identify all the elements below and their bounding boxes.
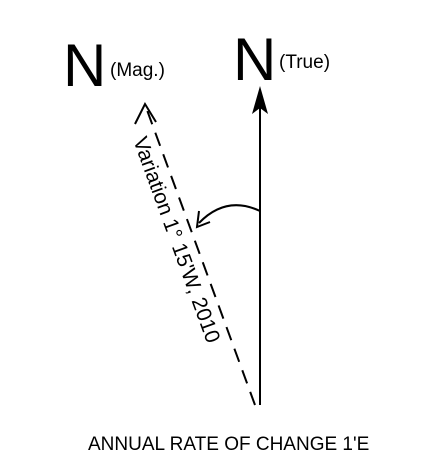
magnetic-north-qualifier: (Mag.) xyxy=(110,60,165,81)
variation-angle-arc xyxy=(195,204,261,229)
true-north-letter: N xyxy=(233,26,276,93)
magnetic-north-letter: N xyxy=(63,32,106,99)
true-north-arrow xyxy=(252,86,268,405)
true-north-qualifier: (True) xyxy=(279,52,330,73)
magnetic-north-arrow xyxy=(134,101,256,406)
variation-label-group: Variation 1° 15'W, 2010 xyxy=(128,134,224,346)
annual-rate-label: ANNUAL RATE OF CHANGE 1'E xyxy=(88,434,369,455)
variation-label: Variation 1° 15'W, 2010 xyxy=(128,134,224,346)
